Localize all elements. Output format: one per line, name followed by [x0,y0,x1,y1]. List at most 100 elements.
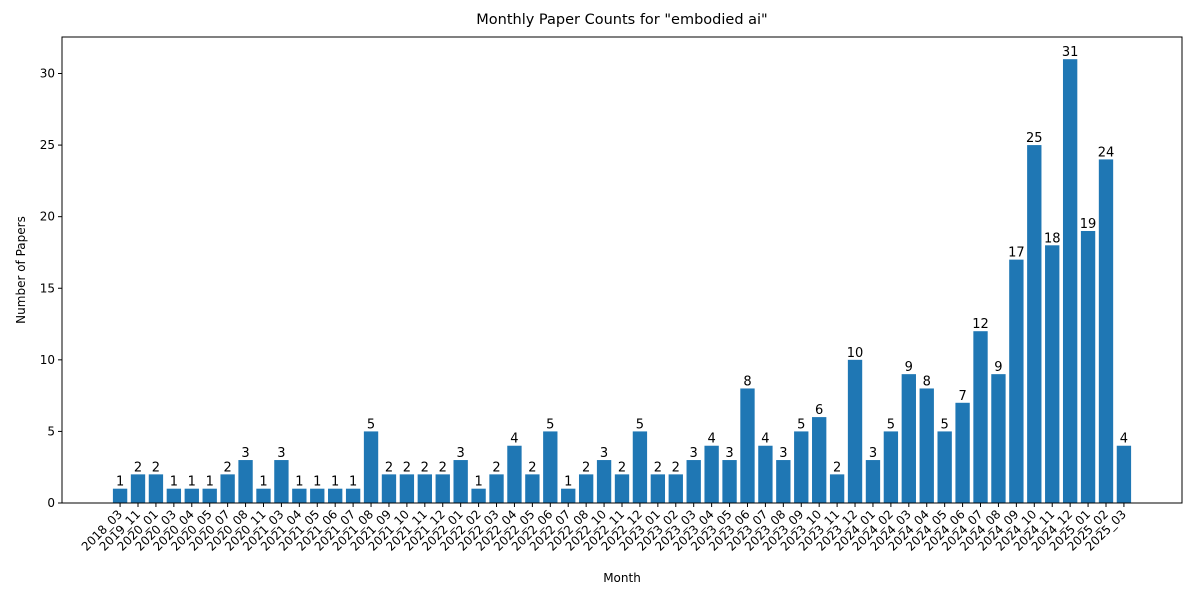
value-label: 6 [815,403,823,418]
value-label: 9 [994,360,1002,375]
bar [489,474,504,503]
value-label: 5 [941,417,949,432]
value-label: 1 [564,475,572,490]
value-label: 3 [241,446,249,461]
y-tick-label: 0 [47,496,55,510]
value-label: 7 [958,389,966,404]
y-tick-label: 20 [40,210,55,224]
y-tick-label: 15 [40,281,55,295]
bar [238,460,253,503]
value-label: 2 [654,460,662,475]
value-label: 5 [797,417,805,432]
bar [274,460,289,503]
bar [919,388,934,503]
bar [345,488,361,503]
bar [865,460,881,503]
chart-title: Monthly Paper Counts for "embodied ai" [476,12,767,28]
value-label: 25 [1026,131,1043,146]
bar [525,474,540,503]
value-label: 4 [707,432,715,447]
value-label: 8 [743,374,751,389]
bar [955,402,970,503]
value-label: 1 [259,475,267,490]
value-label: 5 [546,417,554,432]
value-label: 2 [672,460,680,475]
bar [112,488,128,503]
bar [758,445,773,503]
value-label: 2 [421,460,429,475]
bar [435,474,450,503]
value-label: 17 [1008,246,1025,261]
value-label: 3 [869,446,877,461]
bar [561,488,576,503]
bar [328,488,343,503]
value-label: 5 [887,417,895,432]
value-label: 3 [725,446,733,461]
value-label: 1 [170,475,178,490]
bar [596,460,612,503]
value-label: 1 [188,475,196,490]
bar [310,488,325,503]
bar [292,488,307,503]
value-label: 1 [295,475,303,490]
value-label: 2 [833,460,841,475]
bar [704,445,719,503]
bar [507,445,522,503]
value-label: 31 [1062,45,1079,60]
value-label: 1 [331,475,339,490]
bar [202,488,217,503]
bar [973,331,988,503]
value-label: 12 [972,317,989,332]
bar [471,488,486,503]
value-label: 24 [1098,145,1115,160]
value-label: 2 [528,460,536,475]
value-label: 1 [349,475,357,490]
bar [937,431,952,503]
bar [632,431,648,503]
value-label: 4 [510,432,518,447]
value-label: 3 [457,446,465,461]
bar [220,474,235,503]
bar [453,460,468,503]
value-label: 1 [474,475,482,490]
bar [668,474,683,503]
bar [381,474,397,503]
value-label: 8 [923,374,931,389]
value-label: 2 [492,460,500,475]
bar [883,431,899,503]
bar [1045,245,1060,504]
y-tick-label: 5 [47,424,55,438]
bar [1098,159,1114,504]
bar [1009,259,1024,503]
value-label: 1 [206,475,214,490]
bar [166,488,182,503]
bar [722,460,737,503]
bar [1062,59,1078,503]
value-label: 2 [618,460,626,475]
value-label: 2 [403,460,411,475]
value-label: 4 [1120,432,1128,447]
value-label: 18 [1044,231,1061,246]
bar [901,374,916,503]
value-label: 3 [277,446,285,461]
bar [1116,445,1132,503]
bar [256,488,271,503]
value-label: 2 [223,460,231,475]
value-label: 4 [761,432,769,447]
bar [543,431,558,503]
bar [148,474,164,503]
value-label: 19 [1080,217,1097,232]
bar [829,474,845,503]
bar [578,474,594,503]
value-label: 2 [134,460,142,475]
y-tick-label: 30 [40,67,55,81]
bar [686,460,701,503]
bar [1027,145,1042,503]
value-label: 3 [779,446,787,461]
value-label: 3 [690,446,698,461]
bar [184,488,199,503]
value-label: 5 [367,417,375,432]
bar [1080,230,1096,503]
value-label: 5 [636,417,644,432]
